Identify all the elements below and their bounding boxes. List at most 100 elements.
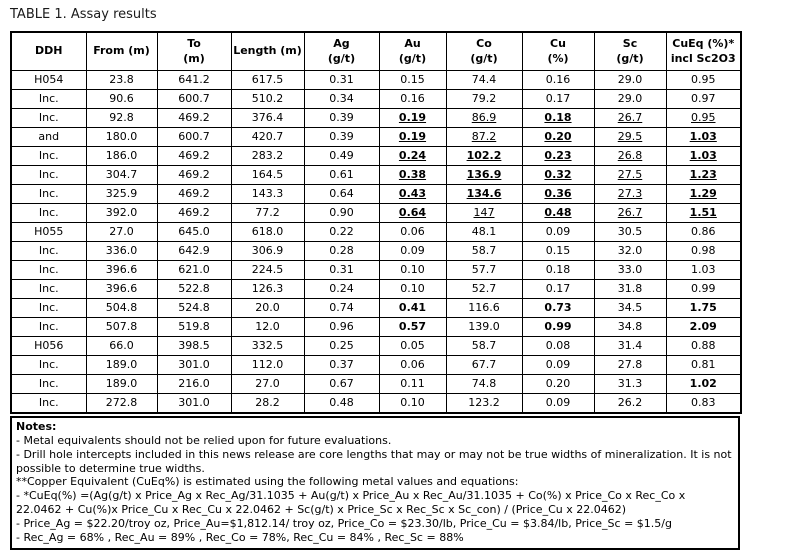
ddh-cell: Inc. [10,317,87,338]
table-cell-ag: 0.74 [303,298,380,319]
table-row: Inc. 507.8 519.8 12.0 0.96 0.57 139.0 0.99 34.8 2… [10,317,742,338]
table-cell-sc: 26.2 [593,393,667,414]
table-cell-au: 0.15 [378,70,447,91]
notes-heading: Notes: [16,420,57,434]
table-cell-sc: 26.8 [593,146,667,167]
table-cell-length: 77.2 [230,203,305,224]
table-cell-sc: 27.5 [593,165,667,186]
table-cell-length: 143.3 [230,184,305,205]
table-cell-cueq: 1.75 [665,298,742,319]
table-cell-sc: 29.0 [593,89,667,110]
table-cell-length: 617.5 [230,70,305,91]
table-cell-co: 86.9 [445,108,523,129]
table-cell-sc: 27.3 [593,184,667,205]
table-cell-au: 0.16 [378,89,447,110]
table-cell-au: 0.57 [378,317,447,338]
table-cell-ag: 0.48 [303,393,380,414]
table-cell-co: 87.2 [445,127,523,148]
note-line: - Rec_Ag = 68% , Rec_Au = 89% , Rec_Co =… [16,530,464,544]
table-cell-length: 420.7 [230,127,305,148]
note-line: - *CuEq(%) =(Ag(g/t) x Price_Ag x Rec_Ag… [16,489,686,517]
table-cell-to: 600.7 [156,89,232,110]
table-cell-co: 147 [445,203,523,224]
table-row: Inc. 272.8 301.0 28.2 0.48 0.10 123.2 0.09 26.2 0… [10,393,742,414]
table-cell-cueq: 0.98 [665,241,742,262]
table-cell-co: 116.6 [445,298,523,319]
table-cell-ag: 0.37 [303,355,380,376]
table-cell-au: 0.06 [378,355,447,376]
ddh-cell: H055 [10,222,87,243]
table-cell-cueq: 1.29 [665,184,742,205]
table-cell-length: 510.2 [230,89,305,110]
ddh-cell: Inc. [10,298,87,319]
table-cell-sc: 31.8 [593,279,667,300]
table-cell-cueq: 0.95 [665,108,742,129]
table-cell-cu: 0.09 [521,222,595,243]
table-cell-cueq: 0.88 [665,336,742,357]
table-cell-cueq: 0.95 [665,70,742,91]
table-cell-au: 0.06 [378,222,447,243]
table-row: Inc. 189.0 216.0 27.0 0.67 0.11 74.8 0.20 31.3 1.… [10,374,742,395]
table-cell-cueq: 1.23 [665,165,742,186]
table-cell-from: 92.8 [85,108,158,129]
table-cell-sc: 29.5 [593,127,667,148]
table-cell-to: 469.2 [156,146,232,167]
table-cell-sc: 32.0 [593,241,667,262]
column-header-ddh: DDH [10,31,87,72]
table-cell-cu: 0.09 [521,355,595,376]
table-cell-to: 600.7 [156,127,232,148]
table-cell-sc: 34.8 [593,317,667,338]
table-cell-co: 74.8 [445,374,523,395]
column-header-from: From (m) [85,31,158,72]
table-cell-co: 48.1 [445,222,523,243]
ddh-cell: Inc. [10,241,87,262]
table-cell-length: 28.2 [230,393,305,414]
table-header: DDH From (m) To (m) Length (m) Ag (g/t) Au (g… [10,31,742,72]
table-cell-sc: 34.5 [593,298,667,319]
table-cell-sc: 33.0 [593,260,667,281]
table-cell-cueq: 0.99 [665,279,742,300]
table-cell-co: 57.7 [445,260,523,281]
table-cell-au: 0.64 [378,203,447,224]
table-row: Inc. 186.0 469.2 283.2 0.49 0.24 102.2 0.23 26.8… [10,146,742,167]
table-cell-au: 0.05 [378,336,447,357]
table-cell-from: 396.6 [85,260,158,281]
table-cell-from: 396.6 [85,279,158,300]
column-header-length: Length (m) [230,31,305,72]
table-cell-from: 392.0 [85,203,158,224]
table-cell-cu: 0.16 [521,70,595,91]
table-cell-au: 0.10 [378,393,447,414]
table-row: H055 27.0 645.0 618.0 0.22 0.06 48.1 0.09 30.5 0.… [10,222,742,243]
table-cell-from: 23.8 [85,70,158,91]
table-cell-au: 0.10 [378,260,447,281]
table-cell-cueq: 0.81 [665,355,742,376]
table-cell-length: 27.0 [230,374,305,395]
table-cell-cu: 0.18 [521,108,595,129]
table-cell-from: 325.9 [85,184,158,205]
table-cell-cu: 0.09 [521,393,595,414]
ddh-cell: Inc. [10,203,87,224]
table-cell-length: 283.2 [230,146,305,167]
table-cell-co: 58.7 [445,336,523,357]
table-cell-ag: 0.67 [303,374,380,395]
table-cell-sc: 27.8 [593,355,667,376]
ddh-cell: Inc. [10,393,87,414]
ddh-cell: Inc. [10,108,87,129]
table-cell-au: 0.19 [378,127,447,148]
table-cell-to: 522.8 [156,279,232,300]
table-cell-from: 27.0 [85,222,158,243]
table-cell-from: 90.6 [85,89,158,110]
table-cell-to: 524.8 [156,298,232,319]
ddh-cell: Inc. [10,184,87,205]
table-cell-co: 139.0 [445,317,523,338]
table-cell-sc: 26.7 [593,108,667,129]
table-cell-to: 642.9 [156,241,232,262]
table-cell-cueq: 2.09 [665,317,742,338]
table-cell-cu: 0.23 [521,146,595,167]
table-cell-ag: 0.22 [303,222,380,243]
table-row: Inc. 396.6 522.8 126.3 0.24 0.10 52.7 0.17 31.8 0… [10,279,742,300]
table-cell-length: 164.5 [230,165,305,186]
table-cell-from: 189.0 [85,374,158,395]
table-row: Inc. 304.7 469.2 164.5 0.61 0.38 136.9 0.32 27.5… [10,165,742,186]
table-cell-co: 52.7 [445,279,523,300]
